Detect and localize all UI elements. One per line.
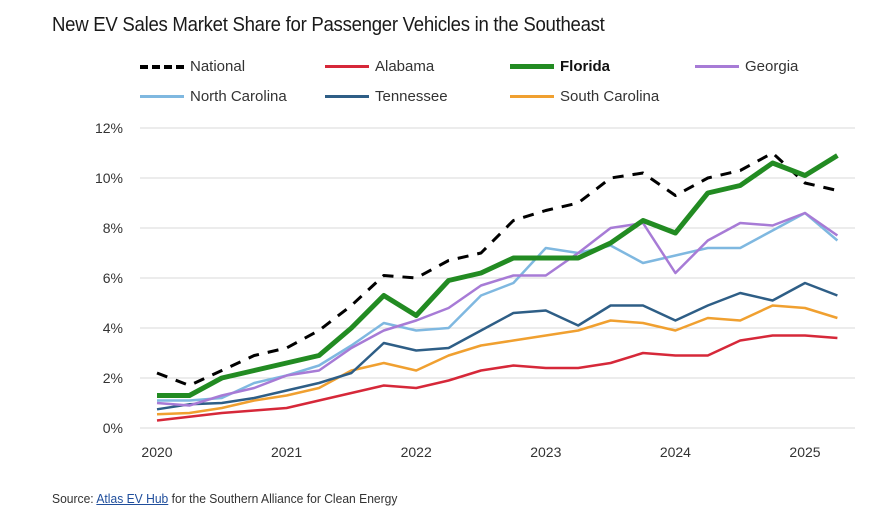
y-tick-label: 4% — [103, 320, 123, 336]
x-axis-ticks: 2020 2021 2022 2023 2024 2025 — [141, 444, 820, 460]
legend-item-north-carolina: North Carolina — [140, 88, 287, 105]
y-tick-label: 2% — [103, 370, 123, 386]
legend-item-georgia: Georgia — [695, 58, 798, 75]
legend-label-south-carolina: South Carolina — [560, 88, 660, 105]
legend-swatch-north-carolina — [140, 95, 184, 98]
legend-label-georgia: Georgia — [745, 58, 799, 75]
legend-swatch-south-carolina — [510, 95, 554, 98]
legend-swatch-florida — [510, 64, 554, 69]
series-line-national — [156, 151, 838, 387]
legend-swatch-alabama — [325, 65, 369, 68]
legend-swatch-georgia — [695, 65, 739, 68]
y-tick-label: 0% — [103, 420, 123, 436]
source-suffix: for the Southern Alliance for Clean Ener… — [168, 491, 398, 506]
y-tick-label: 6% — [103, 270, 123, 286]
chart-title: New EV Sales Market Share for Passenger … — [52, 14, 605, 36]
source-prefix: Source: — [52, 491, 97, 506]
legend-swatch-national — [140, 64, 184, 69]
legend-label-florida: Florida — [560, 58, 611, 75]
legend-label-north-carolina: North Carolina — [190, 88, 287, 105]
legend-item-tennessee: Tennessee — [325, 88, 448, 105]
x-tick-label: 2021 — [271, 444, 302, 460]
gridlines — [140, 127, 855, 429]
legend-label-alabama: Alabama — [375, 58, 435, 75]
legend-item-alabama: Alabama — [325, 58, 434, 75]
series-line-tennessee — [156, 281, 838, 411]
source-note: Source: Atlas EV Hub for the Southern Al… — [52, 491, 397, 506]
x-tick-label: 2025 — [789, 444, 820, 460]
y-tick-label: 10% — [95, 170, 123, 186]
legend-label-tennessee: Tennessee — [375, 88, 448, 105]
series-line-alabama — [156, 334, 838, 422]
series-line-georgia — [156, 211, 839, 407]
y-axis-ticks: 0% 2% 4% 6% 8% 10% 12% — [95, 120, 123, 436]
source-link[interactable]: Atlas EV Hub — [96, 491, 169, 506]
x-tick-label: 2023 — [530, 444, 561, 460]
series-lines — [156, 151, 839, 422]
x-tick-label: 2022 — [401, 444, 432, 460]
legend-item-national: National — [140, 58, 245, 75]
x-tick-label: 2024 — [660, 444, 691, 460]
y-tick-label: 8% — [103, 220, 123, 236]
x-tick-label: 2020 — [141, 444, 172, 460]
legend-swatch-tennessee — [325, 95, 369, 98]
series-line-north-carolina — [157, 211, 839, 402]
legend-item-florida: Florida — [510, 58, 610, 75]
y-tick-label: 12% — [95, 120, 123, 136]
series-line-south-carolina — [156, 304, 838, 416]
series-line-florida — [157, 153, 839, 398]
legend-label-national: National — [190, 58, 246, 75]
legend-item-south-carolina: South Carolina — [510, 88, 659, 105]
